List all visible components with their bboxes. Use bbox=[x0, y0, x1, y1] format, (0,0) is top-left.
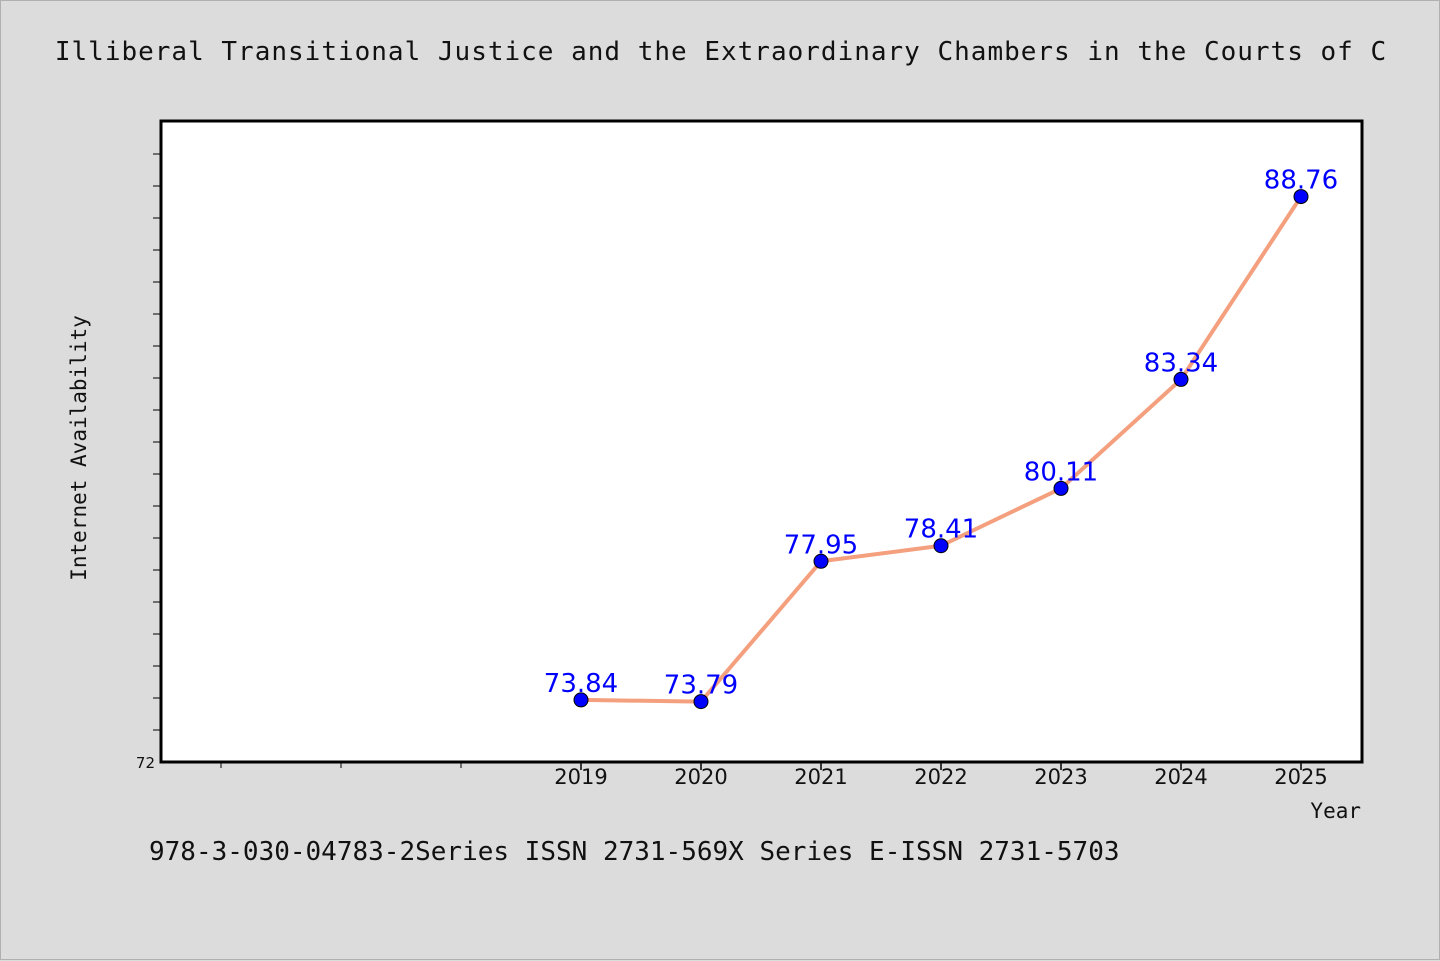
x-tick-label: 2020 bbox=[674, 765, 727, 789]
x-tick-label: 2021 bbox=[794, 765, 847, 789]
data-label: 83.34 bbox=[1144, 348, 1218, 378]
chart-title: Illiberal Transitional Justice and the E… bbox=[54, 37, 1388, 67]
footer-text: 978-3-030-04783-2Series ISSN 2731-569X S… bbox=[149, 837, 1120, 867]
data-point bbox=[693, 694, 709, 710]
data-label: 88.76 bbox=[1264, 166, 1338, 196]
data-label: 80.11 bbox=[1024, 457, 1098, 487]
plot-frame bbox=[159, 119, 1364, 764]
data-point bbox=[1293, 189, 1309, 205]
data-label: 73.84 bbox=[544, 669, 618, 699]
y-axis-label: Internet Availability bbox=[67, 315, 91, 581]
data-label: 77.95 bbox=[784, 530, 858, 560]
data-point bbox=[1053, 480, 1069, 496]
data-label: 78.41 bbox=[904, 515, 978, 545]
data-label: 73.79 bbox=[664, 671, 738, 701]
data-point bbox=[933, 538, 949, 554]
x-tick-label: 2024 bbox=[1154, 765, 1207, 789]
data-point bbox=[1173, 371, 1189, 387]
y-tick-label: 72 bbox=[136, 754, 155, 772]
data-point bbox=[573, 692, 589, 708]
x-axis-label: Year bbox=[1310, 799, 1361, 823]
data-point bbox=[813, 553, 829, 569]
x-tick-label: 2025 bbox=[1274, 765, 1327, 789]
x-tick-label: 2023 bbox=[1034, 765, 1087, 789]
x-tick-label: 2019 bbox=[554, 765, 607, 789]
x-tick-label: 2022 bbox=[914, 765, 967, 789]
